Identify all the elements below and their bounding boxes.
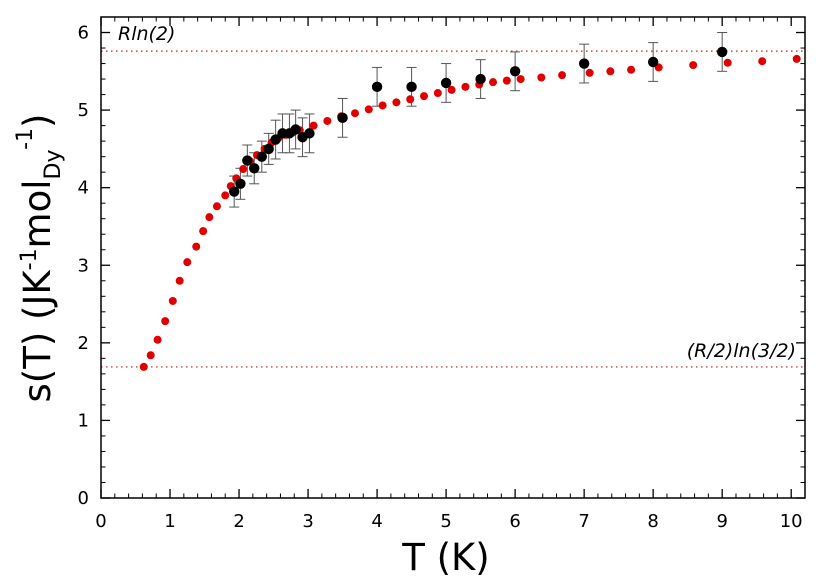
red-point (168, 296, 177, 305)
ref-label-rln2: Rln(2) (118, 23, 175, 45)
red-point (689, 61, 698, 70)
black-series (229, 46, 728, 197)
black-point (578, 58, 590, 69)
red-point (447, 85, 456, 94)
red-point (420, 92, 429, 101)
black-point (337, 112, 348, 124)
red-point (146, 351, 155, 360)
y-tick-label: 2 (78, 333, 89, 354)
red-point (192, 242, 201, 251)
x-axis-title: T (K) (401, 536, 490, 579)
y-axis-title-mid: mol (16, 179, 59, 248)
x-tick-label: 7 (578, 511, 589, 532)
x-tick-label: 0 (95, 511, 106, 532)
black-point (716, 46, 728, 58)
x-tick-label: 6 (509, 511, 520, 532)
red-point (433, 89, 442, 98)
x-axis: 0 1 2 3 4 5 6 7 8 9 10 (95, 17, 806, 532)
red-point (323, 116, 332, 125)
black-point (270, 134, 281, 145)
black-point (263, 143, 274, 155)
reference-labels: Rln(2) (R/2)ln(3/2) (118, 23, 796, 362)
x-tick-label: 2 (233, 511, 244, 532)
y-axis-title-sup2: -1 (13, 128, 38, 150)
red-point (461, 82, 470, 91)
y-axis-title-suffix: ) (16, 114, 59, 128)
red-point (606, 67, 615, 76)
black-point (290, 124, 301, 135)
red-point (516, 75, 525, 84)
red-point (183, 258, 192, 267)
red-point (558, 71, 567, 80)
black-point (475, 73, 486, 85)
red-point (153, 335, 162, 344)
red-point (175, 276, 184, 285)
reference-lines (101, 50, 805, 368)
black-point (242, 155, 253, 166)
black-point (647, 56, 659, 68)
red-point (161, 317, 170, 326)
y-axis-title-prefix: s(T) (JK (16, 269, 59, 403)
y-tick-label: 6 (78, 23, 89, 44)
red-point (199, 227, 208, 236)
y-axis-title: s(T) (JK-1molDy-1) (13, 114, 66, 403)
black-point (371, 81, 383, 93)
red-point (758, 57, 767, 66)
red-point (392, 98, 401, 107)
black-point (440, 77, 452, 89)
red-point (537, 73, 546, 82)
y-axis-title-sub: Dy (41, 150, 66, 180)
x-tick-label: 10 (780, 511, 803, 532)
black-point (304, 128, 315, 139)
y-tick-label: 3 (78, 255, 89, 276)
y-tick-label: 0 (78, 488, 89, 509)
plot-frame (100, 16, 806, 499)
red-point (489, 78, 498, 87)
red-point (364, 105, 373, 114)
red-point (723, 58, 732, 67)
x-tick-label: 9 (716, 511, 727, 532)
x-tick-label: 4 (371, 511, 382, 532)
y-axis-title-sup1: -1 (17, 248, 42, 270)
x-tick-label: 1 (164, 511, 175, 532)
black-point (229, 186, 240, 197)
y-tick-label: 1 (78, 410, 89, 431)
x-tick-label: 8 (647, 511, 658, 532)
x-tick-label: 3 (302, 511, 313, 532)
red-point (309, 121, 318, 130)
y-tick-label: 5 (78, 100, 89, 121)
red-point (239, 165, 248, 174)
red-point (139, 362, 148, 371)
black-point (249, 163, 260, 174)
ref-label-r2ln32: (R/2)ln(3/2) (687, 340, 796, 362)
red-point (221, 191, 230, 200)
red-point (212, 202, 221, 211)
red-point (792, 54, 801, 63)
red-point (627, 65, 636, 74)
black-point (509, 66, 521, 77)
red-point (585, 68, 594, 77)
red-series (139, 54, 801, 371)
red-point (502, 76, 511, 85)
red-point (378, 101, 387, 110)
black-point (406, 81, 417, 93)
red-point (406, 95, 415, 104)
red-point (205, 213, 214, 222)
y-axis: 0 1 2 3 4 5 6 (78, 23, 805, 509)
black-point (256, 151, 268, 162)
red-point (350, 109, 359, 118)
y-tick-label: 4 (78, 178, 89, 199)
x-tick-label: 5 (440, 511, 451, 532)
black-point (235, 178, 246, 189)
